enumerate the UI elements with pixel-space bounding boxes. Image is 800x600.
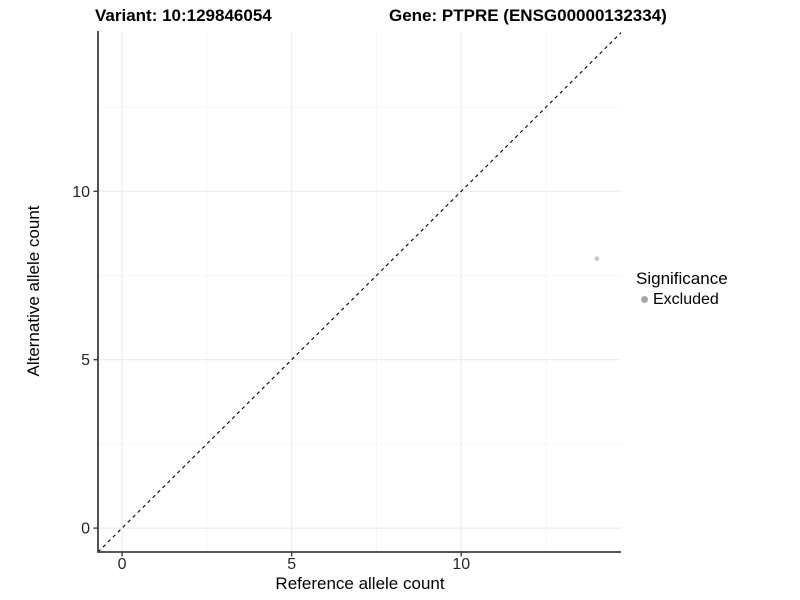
plot-title-variant: Variant: 10:129846054: [95, 6, 272, 25]
legend-item-marker: [641, 296, 648, 303]
y-axis-title: Alternative allele count: [24, 205, 43, 377]
x-tick-label: 0: [118, 556, 127, 573]
identity-line: [97, 32, 622, 553]
x-axis-title: Reference allele count: [275, 574, 445, 593]
x-tick-label: 10: [452, 556, 470, 573]
data-point: [594, 256, 600, 262]
y-tick-label: 5: [81, 352, 90, 369]
y-tick-label: 0: [81, 521, 90, 538]
legend-title: Significance: [636, 269, 728, 288]
y-tick-label: 10: [72, 184, 90, 201]
plot-title-gene: Gene: PTPRE (ENSG00000132334): [389, 6, 667, 25]
x-tick-label: 5: [287, 556, 296, 573]
legend-item-label: Excluded: [653, 291, 719, 308]
axis-lines: [97, 31, 621, 553]
